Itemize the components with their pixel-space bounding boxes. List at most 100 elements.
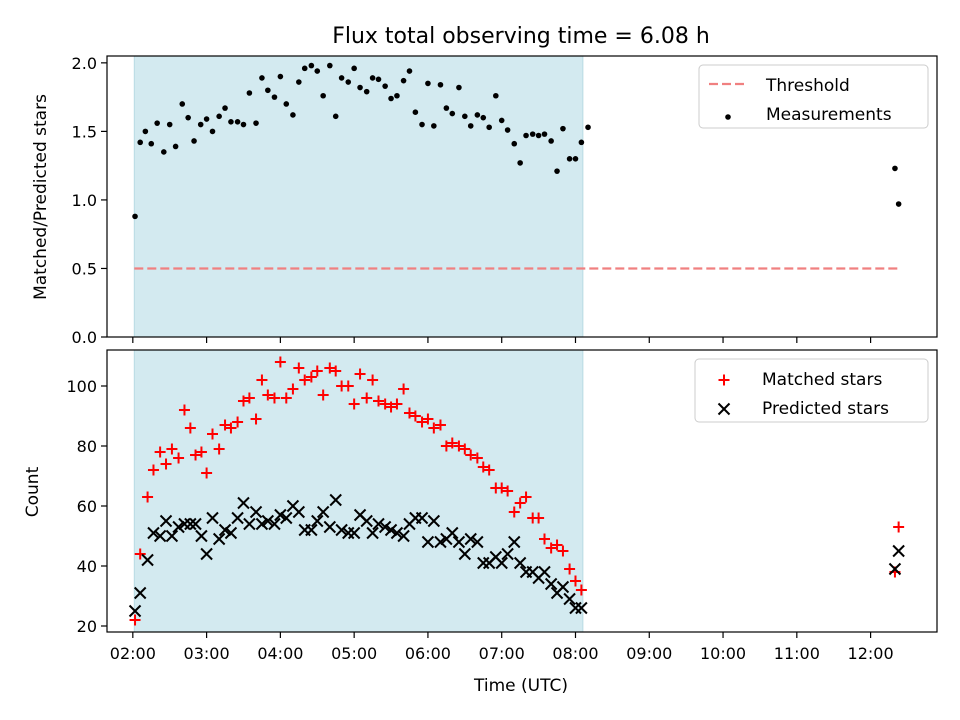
matched-star-point (219, 419, 231, 431)
measurement-point (314, 68, 321, 74)
matched-star-point (207, 428, 219, 440)
x-tick-label: 08:00 (552, 644, 598, 663)
legend-box (698, 64, 929, 129)
predicted-star-point (347, 526, 361, 540)
measurement-point (301, 65, 308, 72)
measurement-point (437, 81, 444, 88)
matched-star-point (256, 374, 268, 386)
predicted-star-point (243, 517, 256, 531)
predicted-star-point (316, 505, 330, 519)
x-tick-label: 11:00 (774, 644, 820, 663)
predicted-star-point (280, 511, 293, 525)
measurement-point (585, 124, 591, 131)
measurement-point (332, 113, 339, 120)
predicted-star-point (218, 523, 232, 537)
measurement-point (148, 140, 155, 147)
y-tick-label: 60 (77, 497, 97, 516)
matched-star-point (434, 419, 446, 431)
matched-star-point (465, 449, 477, 461)
matched-star-point (348, 398, 360, 410)
matched-star-point (147, 464, 159, 476)
matched-star-point (502, 485, 514, 497)
x-axis-label: Time (UTC) (473, 676, 568, 696)
measurement-point (498, 117, 505, 124)
predicted-stars-series (128, 493, 905, 618)
predicted-star-point (471, 535, 484, 549)
x-tick-label: 12:00 (848, 644, 894, 663)
measurement-point (161, 149, 167, 155)
predicted-star-point (189, 517, 202, 531)
matched-star-point (184, 422, 196, 434)
measurement-point (467, 123, 474, 129)
predicted-star-point (360, 514, 373, 528)
matched-star-point (403, 407, 415, 419)
measurement-point (203, 116, 210, 122)
predicted-star-point (159, 514, 173, 528)
matched-star-point (173, 452, 185, 464)
matched-star-point (398, 383, 410, 395)
measurement-point (185, 114, 191, 121)
predicted-star-point (544, 577, 558, 591)
matched-star-point (539, 533, 551, 545)
y-tick-label: 0.5 (72, 259, 97, 278)
predicted-star-point (390, 526, 404, 540)
measurement-point (535, 132, 542, 139)
matched-star-point (477, 461, 489, 473)
predicted-star-point (458, 547, 472, 561)
observing-window-band (133, 55, 584, 338)
measurement-point (290, 112, 296, 118)
matched-star-point (160, 458, 172, 470)
matched-star-point (453, 440, 465, 452)
predicted-star-point (206, 511, 219, 525)
x-tick-label: 10:00 (700, 644, 746, 663)
measurement-point (895, 201, 902, 207)
measurement-point (554, 168, 560, 174)
predicted-star-point (563, 592, 576, 606)
predicted-star-point (892, 544, 905, 558)
predicted-star-point (237, 496, 250, 510)
measurement-point (357, 84, 363, 91)
measurement-point (246, 90, 253, 96)
predicted-star-point (292, 505, 306, 519)
measurement-point (240, 121, 247, 128)
bottom-panel-y-axis-label: Count (23, 466, 43, 517)
matched-star-point (569, 575, 581, 587)
legend: Matched stars Predicted stars (694, 358, 929, 423)
predicted-star-point (888, 562, 902, 576)
matched-star-point (422, 413, 434, 425)
measurement-point (892, 165, 898, 172)
x-tick-label: 03:00 (184, 644, 230, 663)
predicted-star-point (305, 523, 318, 537)
predicted-star-point (255, 517, 269, 531)
matched-stars-series (129, 356, 905, 626)
measurement-point (283, 101, 290, 107)
matched-star-point (232, 416, 244, 428)
predicted-star-point (427, 514, 441, 528)
measurement-point (216, 113, 222, 120)
predicted-star-point (366, 526, 379, 540)
matched-star-point (274, 356, 286, 368)
predicted-star-point (477, 556, 490, 570)
top-panel-y-axis-label: Matched/Predicted stars (31, 94, 51, 300)
measurement-point (172, 143, 179, 150)
matched-star-point (354, 368, 366, 380)
matched-star-point (496, 482, 508, 494)
x-tick-label: 04:00 (257, 644, 303, 663)
matched-star-point (551, 539, 563, 551)
predicted-star-point (224, 526, 238, 540)
legend: Threshold Measurements (698, 64, 929, 129)
measurement-point (382, 83, 388, 89)
measurement-point (400, 77, 407, 84)
legend-label: Matched stars (762, 370, 882, 390)
measurement-point (394, 92, 400, 99)
matched-star-point (545, 542, 557, 554)
measurement-point (541, 131, 548, 137)
predicted-star-point (434, 535, 447, 549)
measurement-point (132, 213, 138, 220)
predicted-star-point (128, 604, 142, 618)
y-tick-label: 1.0 (72, 191, 97, 210)
matched-star-point (134, 548, 146, 560)
measurement-point (425, 80, 431, 87)
measurement-point (412, 109, 419, 115)
matched-star-point (299, 374, 311, 386)
